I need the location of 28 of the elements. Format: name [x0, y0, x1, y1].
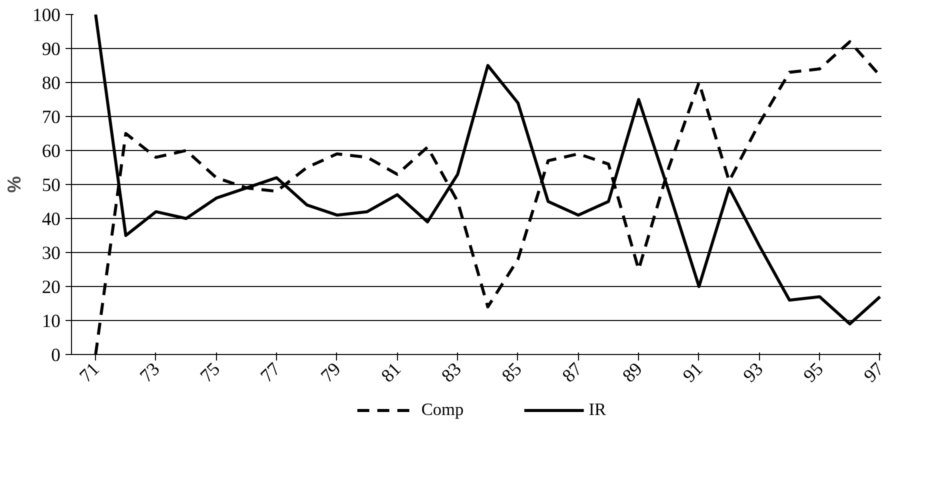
- y-tick-label: 20: [42, 277, 60, 298]
- y-tick-label: 30: [42, 243, 60, 264]
- x-tick-label: 87: [558, 358, 586, 387]
- y-tick-label: 60: [42, 141, 60, 162]
- x-tick-label: 73: [136, 358, 164, 387]
- x-tick-label: 75: [196, 358, 224, 387]
- x-tick-label: 83: [438, 358, 466, 387]
- y-tick-label: 100: [32, 5, 60, 26]
- x-tick-label: 93: [739, 358, 768, 387]
- y-tick-label: 0: [51, 345, 60, 366]
- legend-label: IR: [588, 400, 608, 420]
- legend-label: Comp: [421, 400, 464, 420]
- y-tick-label: 10: [42, 311, 60, 332]
- y-tick-label: 90: [42, 39, 60, 60]
- x-tick-label: 81: [377, 358, 406, 387]
- x-tick-label: 97: [860, 358, 888, 387]
- y-axis-title: %: [4, 176, 25, 193]
- y-tick-label: 80: [42, 73, 60, 94]
- x-tick-label: 95: [800, 358, 828, 387]
- x-tick-label: 89: [618, 358, 647, 387]
- x-tick-label: 85: [498, 358, 526, 387]
- y-tick-label: 50: [42, 175, 60, 196]
- y-tick-label: 40: [42, 209, 60, 230]
- x-tick-label: 79: [317, 358, 346, 387]
- x-tick-label: 77: [256, 358, 285, 387]
- y-tick-label: 70: [42, 107, 60, 128]
- x-tick-label: 71: [76, 358, 104, 387]
- x-tick-label: 91: [679, 358, 708, 387]
